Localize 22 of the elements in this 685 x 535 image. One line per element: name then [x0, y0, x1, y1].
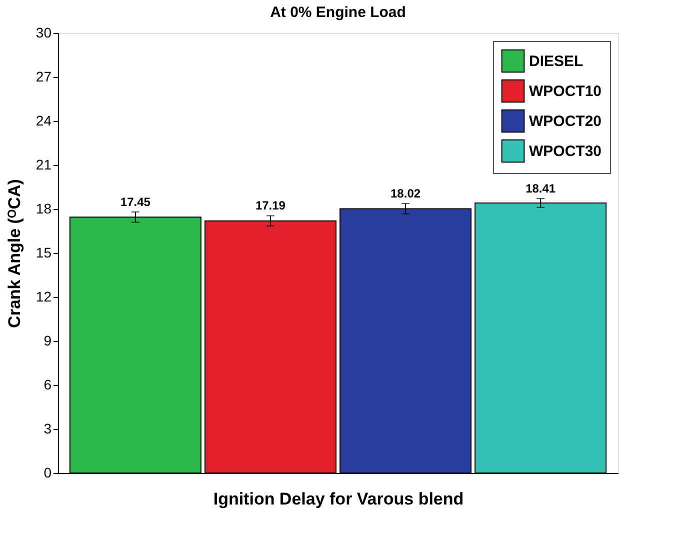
y-tick-label: 30	[36, 24, 52, 40]
y-tick-label: 18	[36, 200, 52, 216]
y-tick-label: 12	[36, 288, 52, 304]
y-tick-label: 0	[44, 464, 52, 480]
y-tick-label: 24	[36, 112, 52, 128]
y-tick-label: 15	[36, 244, 52, 260]
y-tick-label: 9	[44, 332, 52, 348]
y-tick-label: 6	[44, 376, 52, 392]
data-label: 18.41	[526, 182, 556, 196]
data-label: 17.45	[120, 194, 151, 209]
chart-title: At 0% Engine Load	[270, 4, 406, 21]
y-axis-title: Crank Angle (ᴼCA)	[4, 179, 24, 328]
x-axis-title: Ignition Delay for Varous blend	[213, 490, 464, 508]
y-tick-label: 27	[36, 68, 52, 84]
legend-label: WPOCT30	[529, 143, 602, 160]
data-label: 18.02	[390, 186, 421, 201]
legend-label: WPOCT20	[529, 113, 602, 130]
y-tick-label: 3	[44, 420, 52, 436]
y-tick-label: 21	[36, 156, 52, 172]
legend-label: DIESEL	[529, 53, 584, 70]
data-label: 17.19	[255, 198, 286, 213]
legend-label: WPOCT10	[529, 83, 602, 100]
